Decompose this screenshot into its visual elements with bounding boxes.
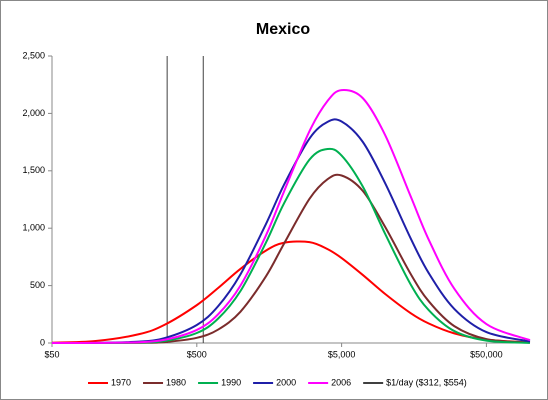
y-tick-label: 1,500 [22,165,45,175]
legend-label: 1990 [221,377,241,387]
series-line [51,118,531,345]
y-tick-label: 1,000 [22,223,45,233]
legend-label: 1980 [166,377,186,387]
chart-title: Mexico [256,21,310,38]
legend-label: 2006 [331,377,351,387]
y-tick-label: 2,500 [22,50,45,60]
x-tick-label: $50 [44,349,59,359]
series-line [51,240,531,344]
series-line [51,147,531,345]
y-tick-label: 500 [30,280,45,290]
y-tick-label: 2,000 [22,108,45,118]
series-line [51,89,531,344]
x-tick-label: $50,000 [470,349,503,359]
y-tick-label: 0 [40,337,45,347]
legend-label: 1970 [111,377,131,387]
series-line [51,173,531,345]
x-tick-label: $500 [187,349,207,359]
legend-label: $1/day ($312, $554) [386,377,467,387]
x-tick-label: $5,000 [328,349,356,359]
legend-label: 2000 [276,377,296,387]
